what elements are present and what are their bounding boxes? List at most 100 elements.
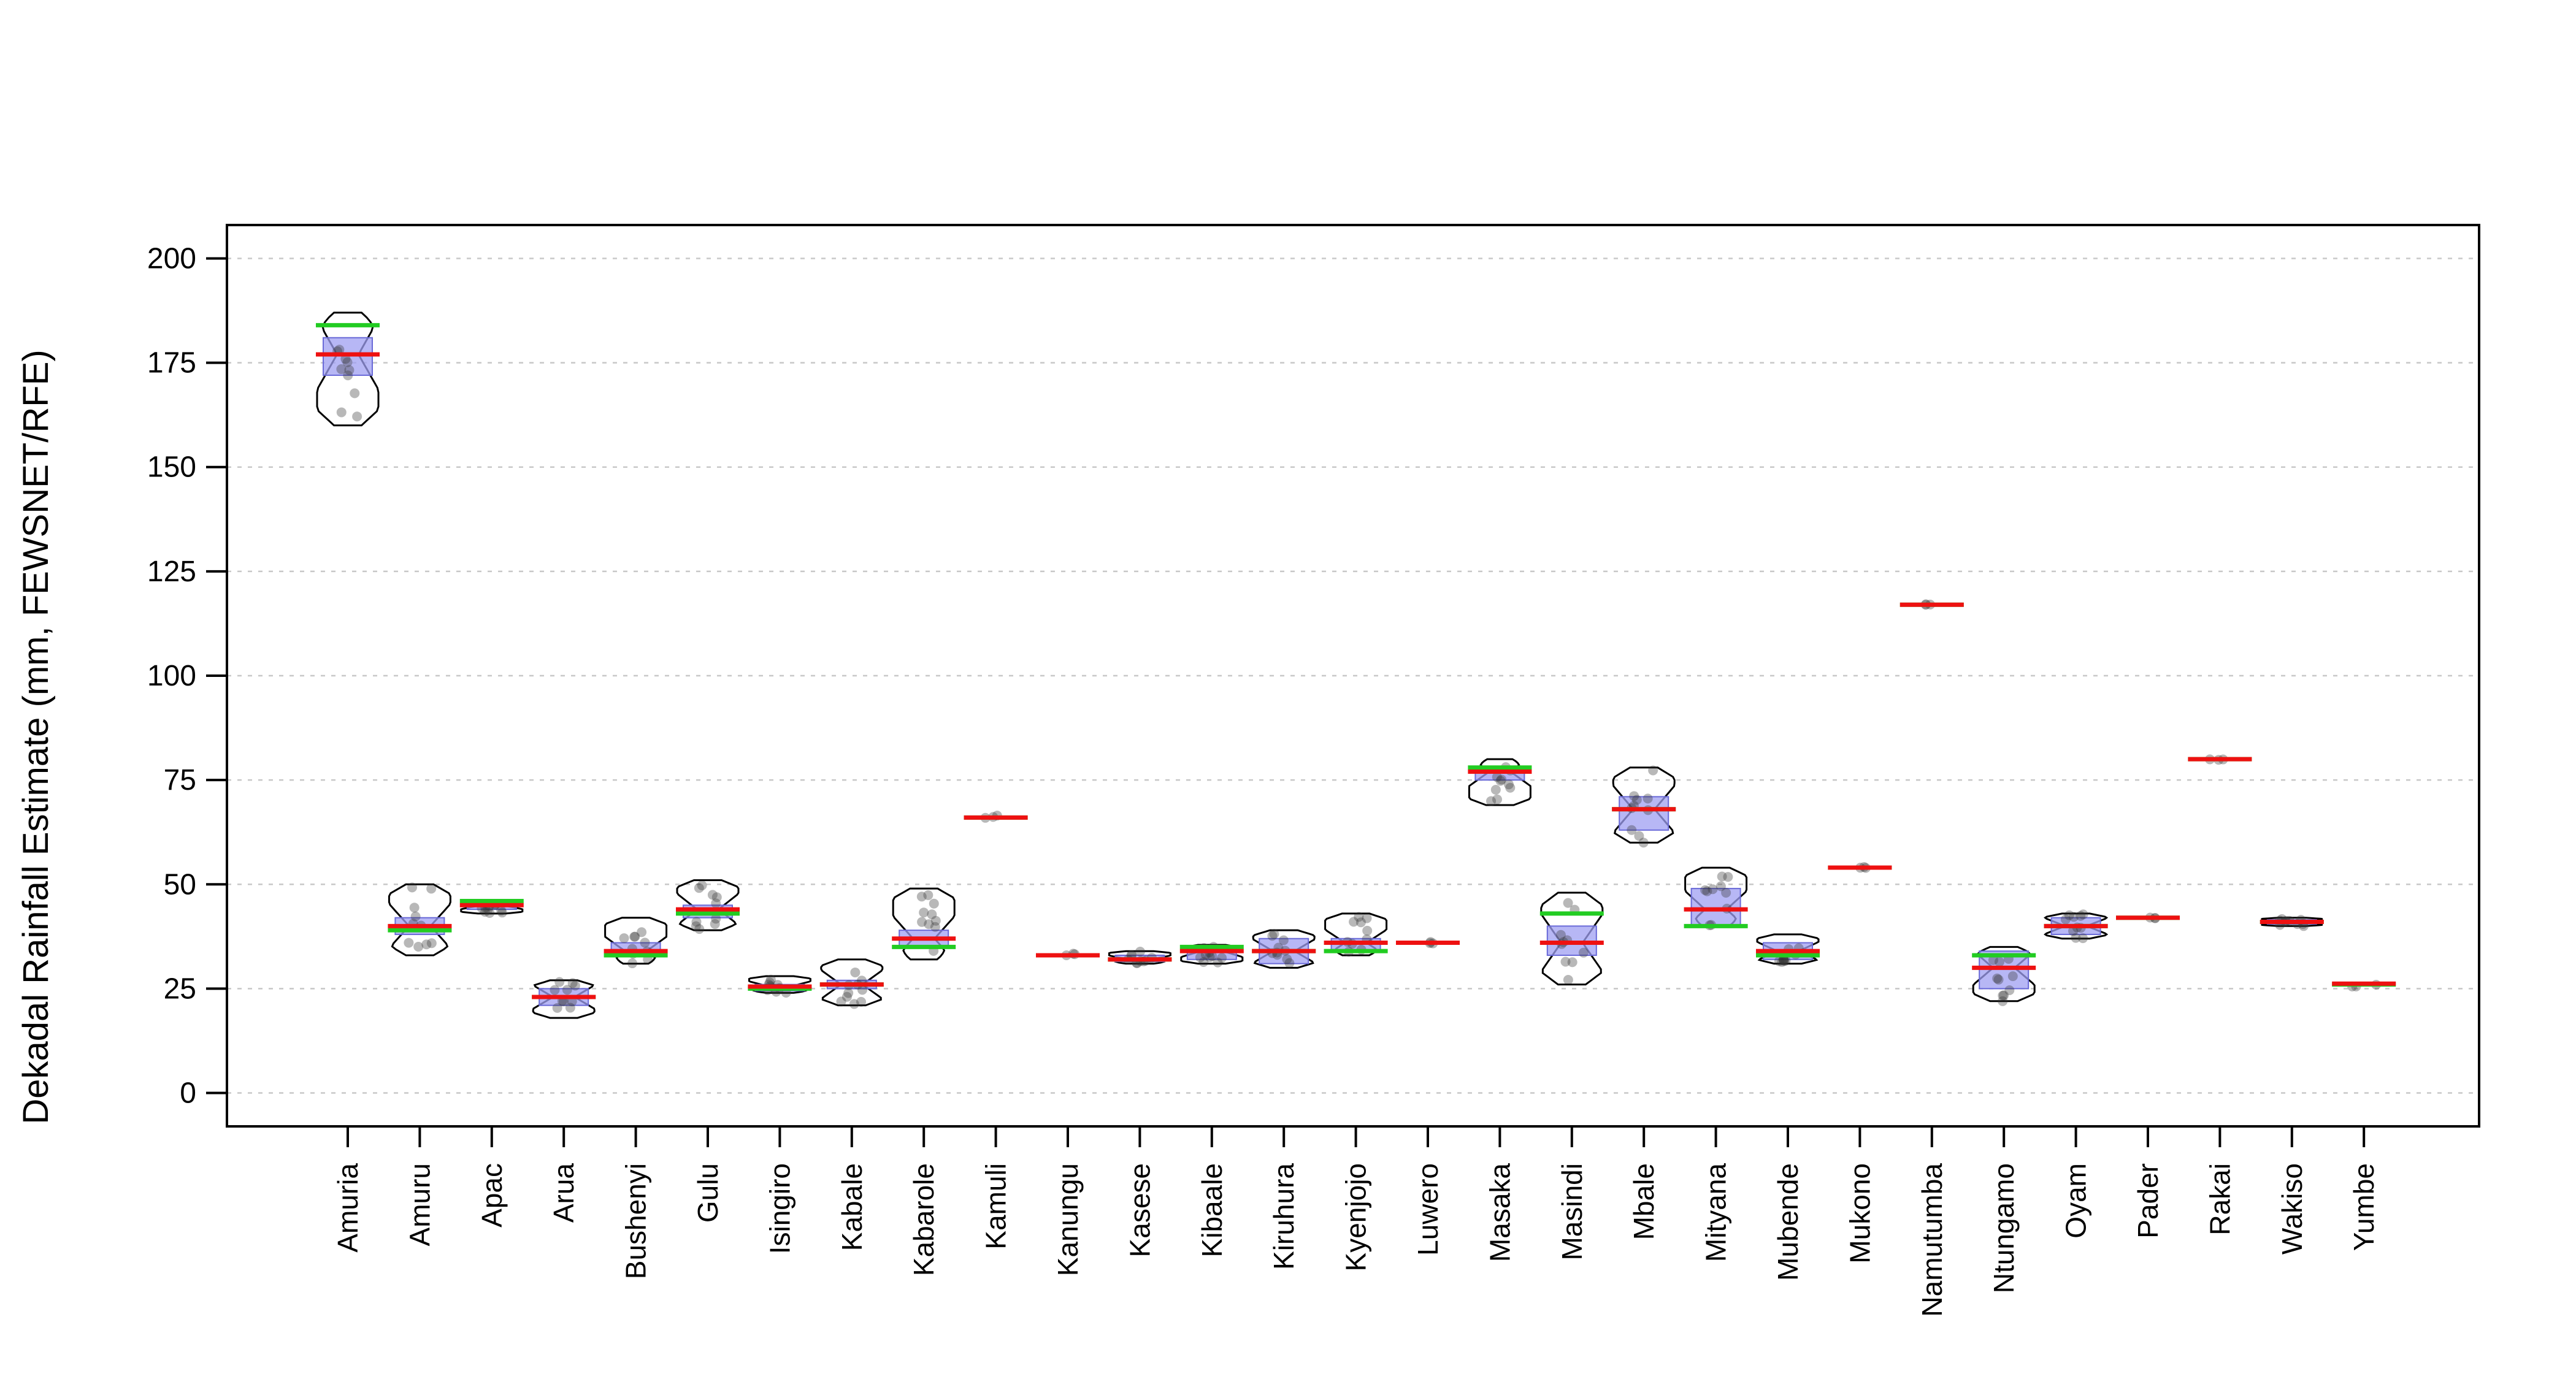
data-point [554, 977, 565, 987]
x-tick-label: Amuru [404, 1163, 435, 1246]
data-point [917, 917, 927, 927]
data-point [629, 931, 640, 942]
box-group-apac [459, 899, 524, 918]
data-point [1207, 951, 1217, 961]
data-point [1721, 888, 1731, 898]
x-tick-label: Oyam [2060, 1163, 2092, 1239]
data-point [1497, 774, 1507, 785]
data-point [1282, 954, 1292, 964]
data-point [1723, 872, 1733, 882]
violin-outline [604, 917, 668, 965]
box-group-yumbe [2332, 980, 2396, 991]
data-point [2069, 912, 2079, 922]
data-point [1567, 957, 1577, 968]
data-point [710, 919, 720, 929]
data-point [1555, 930, 1566, 940]
data-point [570, 980, 580, 991]
data-point [924, 919, 934, 930]
box-group-mityana [1684, 866, 1748, 931]
violin-outline [820, 958, 884, 1007]
data-point [836, 996, 846, 1007]
box-group-kyenjojo [1324, 912, 1388, 957]
data-point [1563, 974, 1573, 985]
data-point [552, 1003, 562, 1013]
data-point [1578, 947, 1589, 958]
x-tick-label: Kasese [1124, 1163, 1156, 1257]
data-point [850, 967, 861, 977]
data-point [1560, 957, 1571, 967]
box-group-kanungu [1036, 949, 1100, 960]
y-tick-label: 150 [147, 451, 196, 484]
data-point [1217, 953, 1227, 963]
data-point [1779, 955, 1789, 965]
data-point [1777, 957, 1787, 967]
data-point [2007, 971, 2018, 982]
data-point [1774, 956, 1784, 966]
box-group-kiruhura [1252, 929, 1316, 969]
data-point [497, 907, 507, 918]
data-point [1492, 772, 1502, 782]
data-point [1781, 955, 1791, 966]
box-group-wakiso [2260, 914, 2324, 931]
box-group-arua [532, 977, 596, 1019]
data-point [1994, 957, 2004, 967]
data-point [1563, 898, 1573, 908]
x-tick-label: Kanungu [1052, 1163, 1084, 1276]
box-group-luwero [1396, 937, 1460, 949]
x-tick-label: Wakiso [2276, 1163, 2308, 1255]
data-point [404, 938, 414, 948]
data-point [407, 882, 417, 893]
data-point [1362, 913, 1372, 923]
x-tick-label: Kibaale [1196, 1163, 1228, 1257]
data-point [1715, 881, 1726, 892]
box-group-mbale [1612, 765, 1676, 848]
data-point [426, 938, 437, 949]
data-point [1490, 784, 1501, 795]
x-tick-label: Namutumba [1916, 1163, 1948, 1317]
box-group-kabale [819, 958, 884, 1009]
box-group-mukono [1828, 861, 1892, 873]
data-point [426, 884, 437, 894]
box-group-bushenyi [604, 917, 668, 969]
violin-outline [1108, 950, 1171, 965]
data-point [694, 924, 705, 934]
data-point [929, 898, 939, 909]
box-group-mubende [1756, 933, 1820, 967]
data-point [1702, 886, 1712, 896]
data-point [2064, 910, 2074, 920]
data-point [930, 922, 940, 932]
data-point [1354, 912, 1364, 922]
box-group-amuria [316, 311, 380, 427]
y-tick-label: 175 [147, 347, 196, 380]
data-point [1278, 935, 1289, 945]
x-tick-label: Pader [2132, 1163, 2164, 1239]
y-axis-label: Dekadal Rainfall Estimate (mm, FEWSNET/R… [16, 350, 56, 1124]
data-point [691, 917, 702, 927]
data-point [410, 911, 421, 922]
data-point [637, 927, 647, 938]
data-point [567, 978, 578, 988]
data-point [707, 890, 718, 900]
x-tick-label: Rakai [2204, 1163, 2236, 1236]
data-point [1708, 884, 1718, 895]
violin-outline [1612, 766, 1676, 844]
data-point [334, 345, 345, 355]
data-point [1627, 825, 1637, 835]
data-point [1992, 973, 2003, 984]
x-tick-label: Apac [476, 1163, 508, 1228]
data-point [1638, 838, 1649, 848]
box-group-kabarole [892, 887, 956, 961]
data-point [1779, 956, 1790, 966]
data-point [1629, 791, 1639, 801]
data-point [765, 974, 776, 985]
data-point [694, 883, 704, 893]
data-point [550, 985, 560, 995]
x-tick-label: Yumbe [2348, 1163, 2380, 1251]
data-point [485, 907, 495, 918]
data-point [1503, 779, 1514, 790]
data-point [1717, 871, 1727, 882]
data-point [1999, 990, 2009, 1001]
data-point [1634, 831, 1644, 841]
data-point [691, 921, 701, 931]
data-point [1269, 929, 1279, 939]
